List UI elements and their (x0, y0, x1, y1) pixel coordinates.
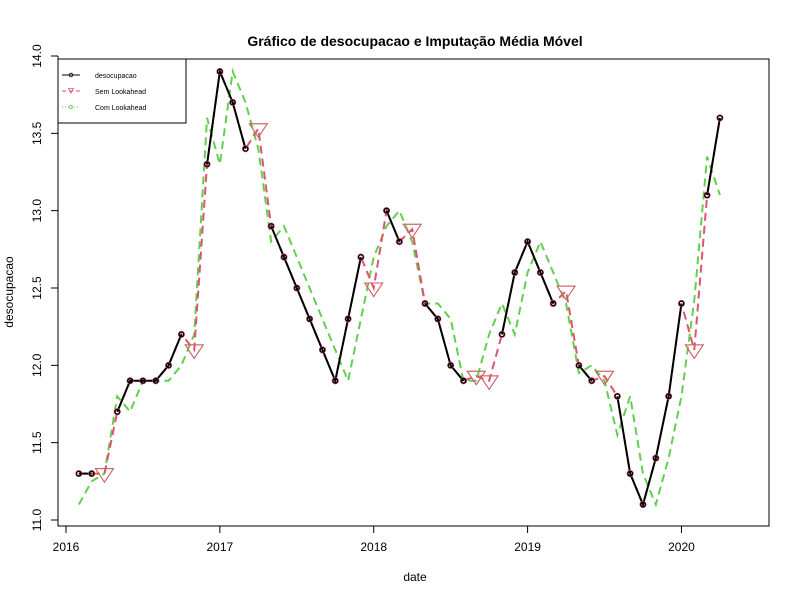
data-point-desocupacao (268, 223, 275, 230)
y-tick-label: 12.5 (30, 276, 44, 300)
data-point-desocupacao (716, 114, 723, 121)
data-point-desocupacao (524, 238, 531, 245)
data-point-desocupacao (357, 254, 364, 261)
x-tick-label: 2019 (514, 540, 541, 554)
y-tick-label: 13.0 (30, 199, 44, 223)
data-point-desocupacao (319, 346, 326, 353)
y-axis: 11.0 11.5 12.0 12.5 13.0 13.5 14.0 (30, 44, 59, 531)
data-point-desocupacao (396, 238, 403, 245)
series-line-com-lookahead (77, 67, 721, 508)
data-point-desocupacao (242, 145, 249, 152)
imputed-marker-sem-lookahead (94, 468, 115, 484)
data-point-desocupacao (422, 300, 429, 307)
imputed-marker-sem-lookahead (479, 375, 500, 391)
x-tick-label: 2018 (360, 540, 387, 554)
data-point-desocupacao (178, 331, 185, 338)
data-point-desocupacao (165, 362, 172, 369)
data-point-desocupacao (293, 285, 300, 292)
data-point-desocupacao (383, 207, 390, 214)
plot-area (57, 58, 770, 527)
y-tick-label: 11.5 (30, 431, 44, 454)
series-line-desocupacao (206, 67, 247, 165)
series-line-desocupacao (706, 117, 721, 196)
data-point-desocupacao (139, 377, 146, 384)
data-point-desocupacao (665, 393, 672, 400)
data-point-desocupacao (152, 377, 159, 384)
legend-marker-sem-lookahead (67, 88, 75, 94)
data-point-desocupacao (114, 408, 121, 415)
legend-marker-desocupacao (68, 72, 74, 78)
data-point-desocupacao (614, 393, 621, 400)
imputed-marker-sem-lookahead (466, 370, 487, 386)
data-point-desocupacao (88, 470, 95, 477)
data-point-desocupacao (627, 470, 634, 477)
data-point-desocupacao (652, 455, 659, 462)
x-tick-label: 2020 (668, 540, 695, 554)
y-axis-label: desocupacao (2, 256, 16, 328)
data-point-desocupacao (306, 315, 313, 322)
legend-label-com-lookahead: Com Lookahead (95, 105, 146, 112)
data-point-desocupacao (498, 331, 505, 338)
imputed-marker-sem-lookahead (594, 370, 615, 386)
y-tick-label: 14.0 (30, 44, 44, 68)
data-point-desocupacao (127, 377, 134, 384)
legend-label-sem-lookahead: Sem Lookahead (95, 89, 146, 96)
data-point-desocupacao (550, 300, 557, 307)
y-tick-label: 12.0 (30, 353, 44, 377)
data-point-desocupacao (229, 99, 236, 106)
data-point-desocupacao (447, 362, 454, 369)
series-line-desocupacao (270, 225, 362, 385)
legend: desocupacao Sem Lookahead Com Lookahead (57, 58, 187, 124)
chart-title: Gráfico de desocupacao e Imputação Média… (247, 33, 582, 49)
data-point-desocupacao (332, 377, 339, 384)
data-point-desocupacao (75, 470, 82, 477)
imputed-marker-sem-lookahead (184, 344, 205, 360)
series-line-desocupacao (500, 238, 555, 335)
imputed-marker-sem-lookahead (402, 223, 423, 239)
data-point-desocupacao (588, 377, 595, 384)
imputed-marker-sem-lookahead (684, 344, 705, 360)
data-point-desocupacao (704, 192, 711, 199)
y-tick-label: 13.5 (30, 121, 44, 145)
x-axis: 2016 2017 2018 2019 2020 (53, 525, 695, 554)
imputed-marker-sem-lookahead (363, 282, 384, 298)
legend-marker-com-lookahead (68, 104, 74, 110)
x-axis-label: date (403, 570, 427, 584)
data-point-desocupacao (280, 254, 287, 261)
data-point-desocupacao (345, 315, 352, 322)
data-point-desocupacao (434, 315, 441, 322)
series-line-desocupacao (116, 334, 183, 413)
imputed-marker-sem-lookahead (248, 123, 269, 139)
series-line-desocupacao (385, 210, 401, 242)
series-layer (75, 67, 724, 509)
x-tick-label: 2016 (53, 540, 80, 554)
data-point-desocupacao (537, 269, 544, 276)
data-point-desocupacao (639, 501, 646, 508)
data-point-desocupacao (216, 68, 223, 75)
y-tick-label: 11.0 (30, 508, 44, 531)
legend-label-desocupacao: desocupacao (95, 73, 137, 80)
data-point-desocupacao (204, 161, 211, 168)
data-point-desocupacao (575, 362, 582, 369)
imputed-marker-sem-lookahead (556, 285, 576, 301)
series-line-desocupacao (424, 302, 465, 382)
series-line-desocupacao (616, 303, 683, 508)
data-point-desocupacao (678, 300, 685, 307)
data-point-desocupacao (511, 269, 518, 276)
x-tick-label: 2017 (207, 540, 234, 554)
data-point-desocupacao (460, 377, 467, 384)
